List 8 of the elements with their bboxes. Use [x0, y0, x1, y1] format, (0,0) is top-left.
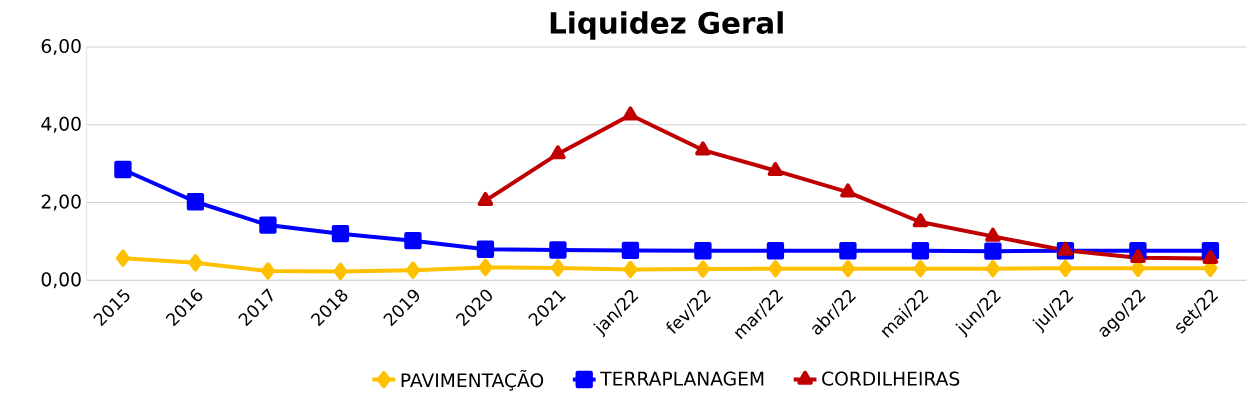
legend-label: CORDILHEIRAS	[822, 371, 960, 386]
y-tick-label: 0,00	[41, 272, 81, 289]
legend-label: TERRAPLANAGEM	[600, 371, 764, 386]
y-tick-label: 6,00	[41, 38, 81, 56]
chart-title: Liquidez Geral	[550, 11, 783, 40]
y-tick-label: 2,00	[41, 194, 81, 211]
legend-label: PAVIMENTAÇÃO	[401, 369, 544, 391]
y-tick-label: 4,00	[41, 116, 81, 133]
